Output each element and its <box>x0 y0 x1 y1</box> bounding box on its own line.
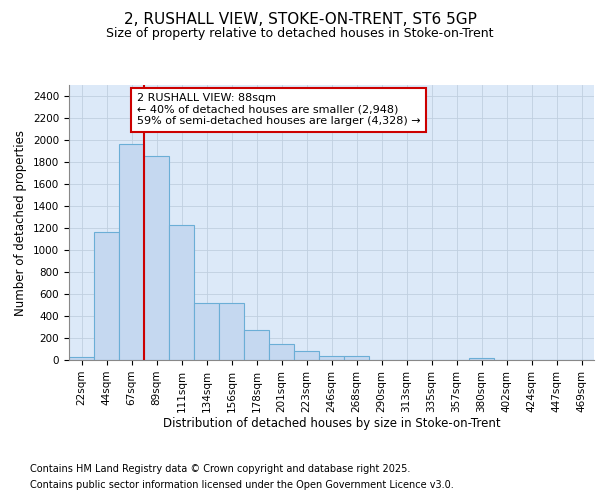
Bar <box>194 303 219 360</box>
Bar <box>319 356 344 360</box>
Text: 2 RUSHALL VIEW: 88sqm
← 40% of detached houses are smaller (2,948)
59% of semi-d: 2 RUSHALL VIEW: 88sqm ← 40% of detached … <box>137 93 421 126</box>
Bar <box>169 224 194 360</box>
Bar <box>469 358 494 360</box>
Bar <box>219 303 244 360</box>
Y-axis label: Number of detached properties: Number of detached properties <box>14 130 28 316</box>
X-axis label: Distribution of detached houses by size in Stoke-on-Trent: Distribution of detached houses by size … <box>163 418 500 430</box>
Bar <box>94 232 119 360</box>
Bar <box>294 350 319 360</box>
Bar <box>144 156 169 360</box>
Text: 2, RUSHALL VIEW, STOKE-ON-TRENT, ST6 5GP: 2, RUSHALL VIEW, STOKE-ON-TRENT, ST6 5GP <box>124 12 476 28</box>
Text: Contains HM Land Registry data © Crown copyright and database right 2025.: Contains HM Land Registry data © Crown c… <box>30 464 410 474</box>
Text: Contains public sector information licensed under the Open Government Licence v3: Contains public sector information licen… <box>30 480 454 490</box>
Text: Size of property relative to detached houses in Stoke-on-Trent: Size of property relative to detached ho… <box>106 28 494 40</box>
Bar <box>69 356 94 360</box>
Bar <box>119 144 144 360</box>
Bar <box>344 356 369 360</box>
Bar <box>269 344 294 360</box>
Bar <box>244 330 269 360</box>
